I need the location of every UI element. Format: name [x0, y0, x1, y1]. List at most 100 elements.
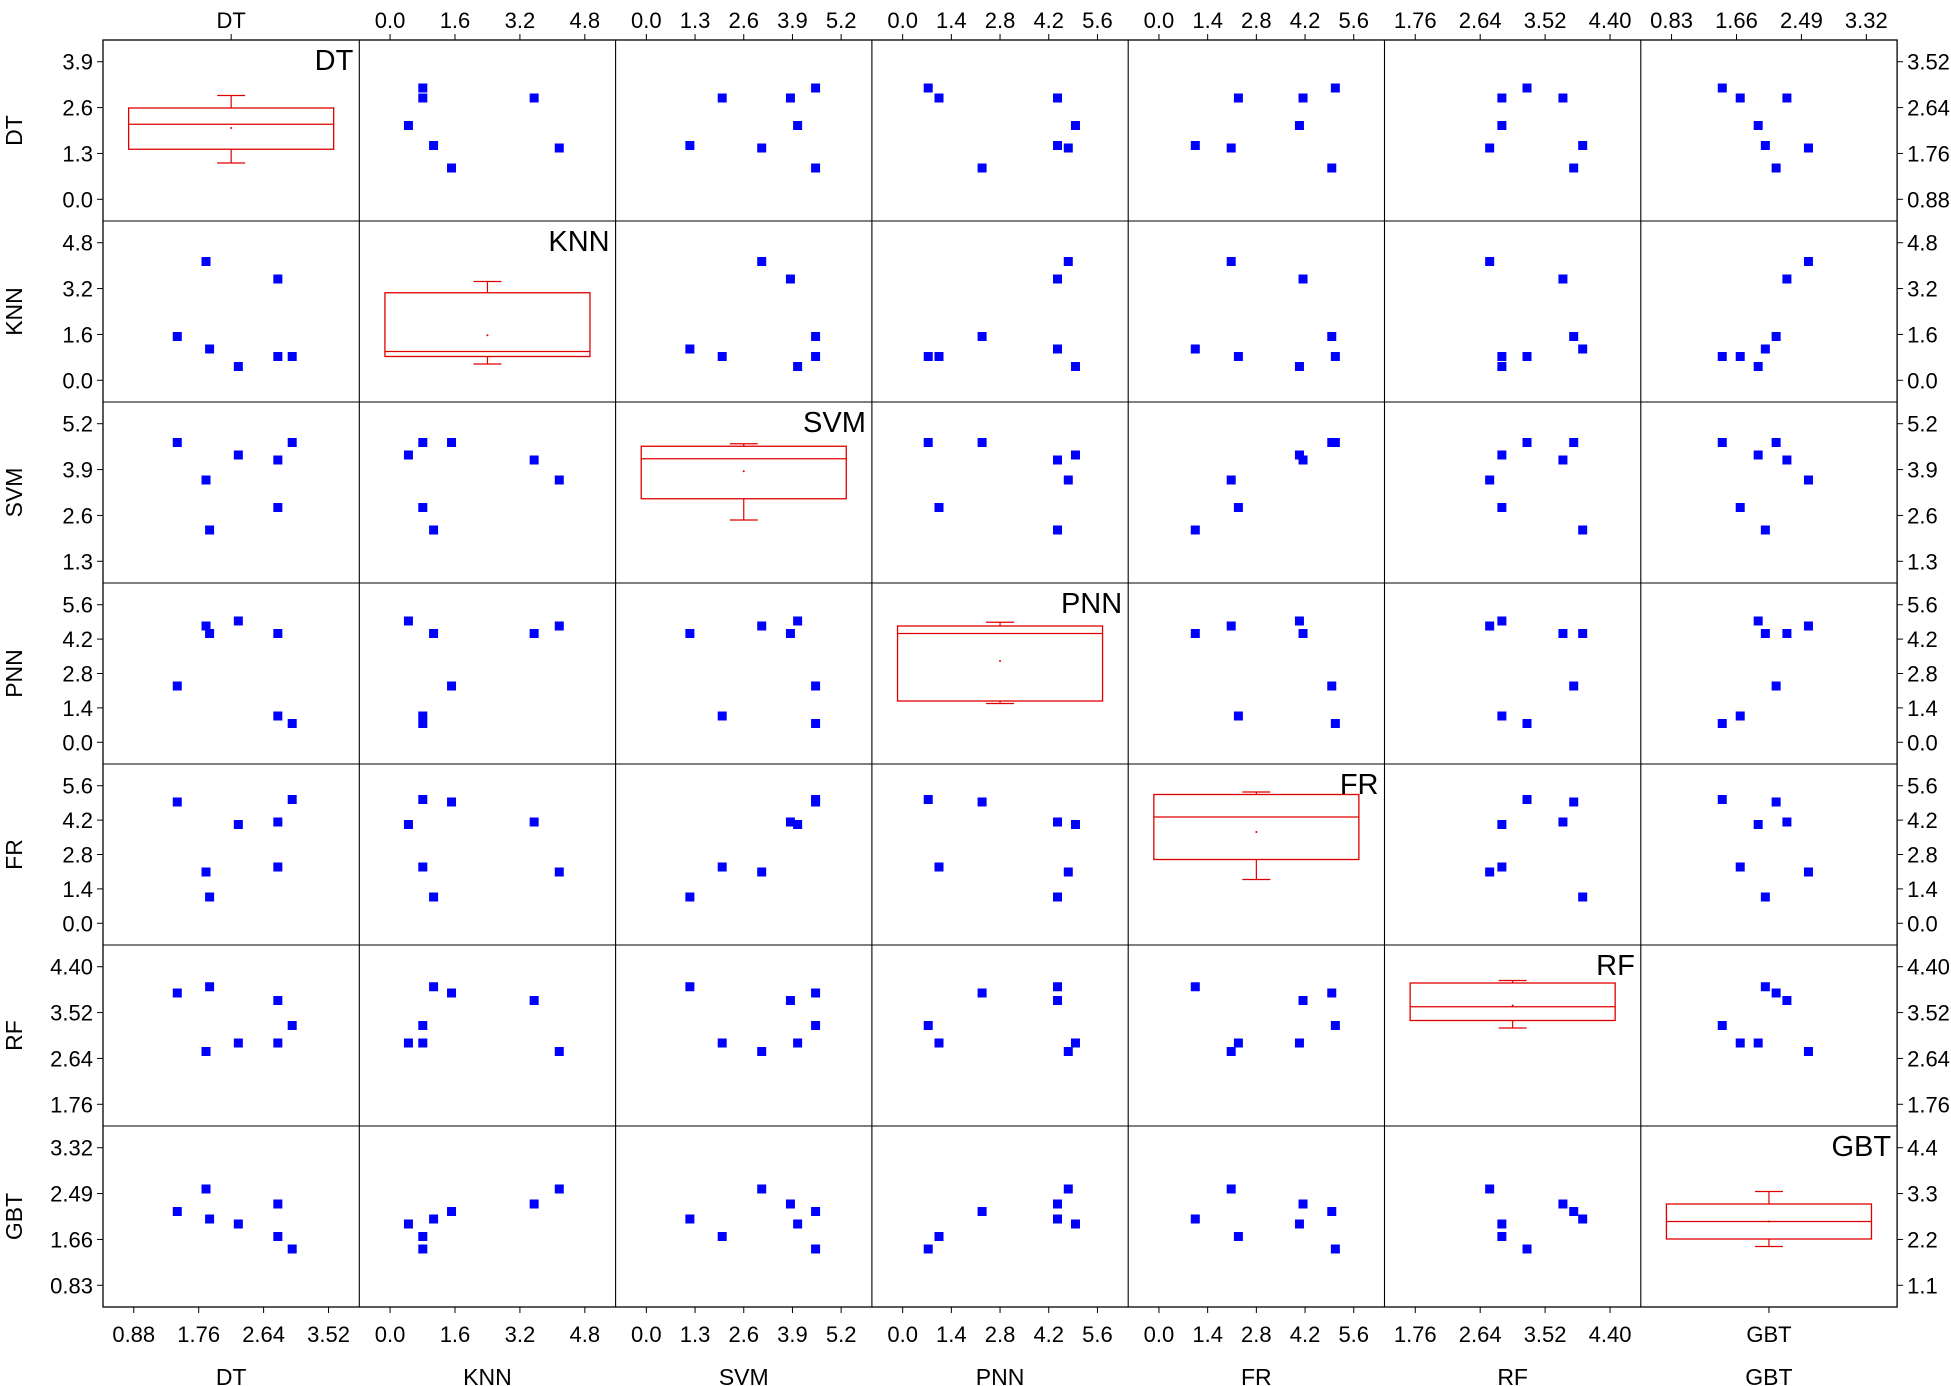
- point-KNN-GBT-6: [1717, 352, 1727, 361]
- tick-label-bottom: 1.4: [1192, 1322, 1223, 1347]
- point-PNN-SVM-5: [717, 711, 727, 721]
- point-RF-PNN-3: [1070, 1038, 1080, 1048]
- point-GBT-DT-6: [287, 1244, 297, 1254]
- tick-label-left: 3.52: [50, 1001, 93, 1026]
- matrix-frame: [102, 39, 1898, 1308]
- cell-RF-RF: RF: [1409, 950, 1635, 1029]
- point-KNN-FR-3: [1294, 362, 1304, 371]
- point-RF-DT-6: [287, 1021, 297, 1030]
- point-FR-KNN-1: [554, 867, 564, 877]
- point-SVM-PNN-4: [1053, 455, 1063, 465]
- cell-FR-PNN: [923, 795, 1080, 902]
- point-PNN-RF-4: [1558, 629, 1568, 638]
- tick-label-bottom: 4.2: [1033, 1322, 1064, 1347]
- tick-label-bottom: 3.52: [307, 1322, 350, 1347]
- diag-label-SVM: SVM: [803, 407, 866, 439]
- point-PNN-DT-6: [287, 719, 297, 728]
- tick-label-right: 5.6: [1907, 774, 1938, 799]
- tick-label-top: 0.0: [1144, 8, 1175, 33]
- point-PNN-KNN-4: [529, 629, 539, 638]
- point-RF-SVM-2: [685, 982, 695, 992]
- cell-SVM-FR: [1190, 438, 1340, 535]
- point-KNN-FR-6: [1330, 352, 1340, 361]
- point-GBT-KNN-1: [554, 1184, 564, 1194]
- ticks-layer: DT 0.0 1.6 3.2 4.8 0.0 1.3 2.6 3.9 5.2 0.0 1.4 2.8 4.…: [50, 8, 1950, 1347]
- cell-RF-GBT: [1717, 982, 1813, 1056]
- cell-RF-DT: [172, 982, 297, 1056]
- point-SVM-FR-5: [1233, 503, 1243, 512]
- point-SVM-GBT-2: [1760, 525, 1770, 535]
- cell-GBT-DT: [172, 1184, 297, 1254]
- point-DT-FR-1: [1226, 143, 1236, 153]
- point-KNN-DT-4: [273, 274, 283, 284]
- point-PNN-GBT-1: [1803, 621, 1813, 631]
- cell-SVM-KNN: [403, 438, 564, 535]
- tick-label-bottom: 0.0: [1144, 1322, 1175, 1347]
- point-SVM-GBT-6: [1717, 438, 1727, 447]
- point-FR-GBT-0: [1771, 797, 1781, 807]
- point-KNN-PNN-6: [923, 352, 933, 361]
- tick-label-top: 4.2: [1033, 8, 1064, 33]
- point-FR-SVM-2: [685, 892, 695, 902]
- point-DT-KNN-6: [418, 83, 428, 93]
- cell-KNN-KNN: KNN: [384, 226, 610, 365]
- cell-FR-RF: [1485, 795, 1588, 902]
- box-mean-PNN: [999, 660, 1002, 662]
- tick-label-bottom: 0.0: [887, 1322, 918, 1347]
- diag-label-KNN: KNN: [548, 226, 609, 258]
- point-PNN-KNN-1: [554, 621, 564, 631]
- tick-label-bottom: 1.6: [440, 1322, 471, 1347]
- point-RF-SVM-3: [793, 1038, 803, 1048]
- point-FR-GBT-1: [1803, 867, 1813, 877]
- cell-SVM-SVM: SVM: [640, 407, 866, 521]
- point-GBT-RF-0: [1569, 1207, 1579, 1216]
- point-DT-RF-3: [1497, 121, 1507, 130]
- cell-FR-SVM: [685, 795, 821, 902]
- point-KNN-FR-0: [1327, 332, 1337, 341]
- point-FR-GBT-5: [1735, 862, 1745, 872]
- point-SVM-KNN-2: [429, 525, 439, 535]
- point-PNN-DT-3: [233, 616, 243, 626]
- tick-label-left: 0.0: [62, 911, 93, 936]
- point-DT-SVM-1: [757, 143, 767, 153]
- point-SVM-PNN-2: [1053, 525, 1063, 535]
- point-PNN-RF-0: [1569, 681, 1579, 691]
- tick-label-bottom: 2.64: [1459, 1322, 1502, 1347]
- point-PNN-RF-5: [1497, 711, 1507, 721]
- row-label-RF: RF: [1, 1020, 27, 1051]
- point-KNN-GBT-1: [1803, 257, 1813, 266]
- point-GBT-FR-4: [1298, 1199, 1308, 1209]
- point-FR-PNN-3: [1070, 820, 1080, 829]
- tick-label-bottom: GBT: [1746, 1322, 1791, 1347]
- tick-label-left: 2.8: [62, 843, 93, 868]
- point-SVM-KNN-1: [554, 475, 564, 485]
- point-DT-KNN-0: [447, 163, 457, 173]
- point-RF-KNN-4: [529, 996, 539, 1005]
- point-DT-FR-4: [1298, 93, 1308, 103]
- cell-FR-FR: FR: [1153, 769, 1379, 881]
- point-SVM-KNN-0: [447, 438, 457, 447]
- point-KNN-GBT-4: [1782, 274, 1792, 284]
- point-DT-SVM-5: [717, 93, 727, 103]
- point-PNN-SVM-0: [811, 681, 821, 691]
- cell-SVM-PNN: [923, 438, 1080, 535]
- point-RF-PNN-0: [977, 988, 987, 998]
- tick-label-left: 4.2: [62, 627, 93, 652]
- labels-layer: DT KNN SVM PNN FR RF GBT DT KNN SVM PNN FR RF GBT: [1, 115, 1793, 1386]
- point-KNN-PNN-0: [977, 332, 987, 341]
- point-FR-PNN-2: [1053, 892, 1063, 902]
- point-KNN-GBT-3: [1753, 362, 1763, 371]
- point-GBT-SVM-2: [685, 1214, 695, 1224]
- tick-label-bottom: 5.6: [1338, 1322, 1369, 1347]
- cell-GBT-GBT: GBT: [1665, 1131, 1891, 1248]
- point-PNN-DT-1: [201, 621, 211, 631]
- cell-DT-SVM: [685, 83, 821, 173]
- point-PNN-SVM-6: [811, 719, 821, 728]
- tick-label-bottom: 2.8: [1241, 1322, 1272, 1347]
- point-PNN-DT-4: [273, 629, 283, 638]
- point-SVM-DT-6: [287, 438, 297, 447]
- point-RF-PNN-6: [923, 1021, 933, 1030]
- point-RF-KNN-6: [418, 1021, 428, 1030]
- cell-DT-KNN: [403, 83, 564, 173]
- col-label-GBT: GBT: [1745, 1364, 1792, 1386]
